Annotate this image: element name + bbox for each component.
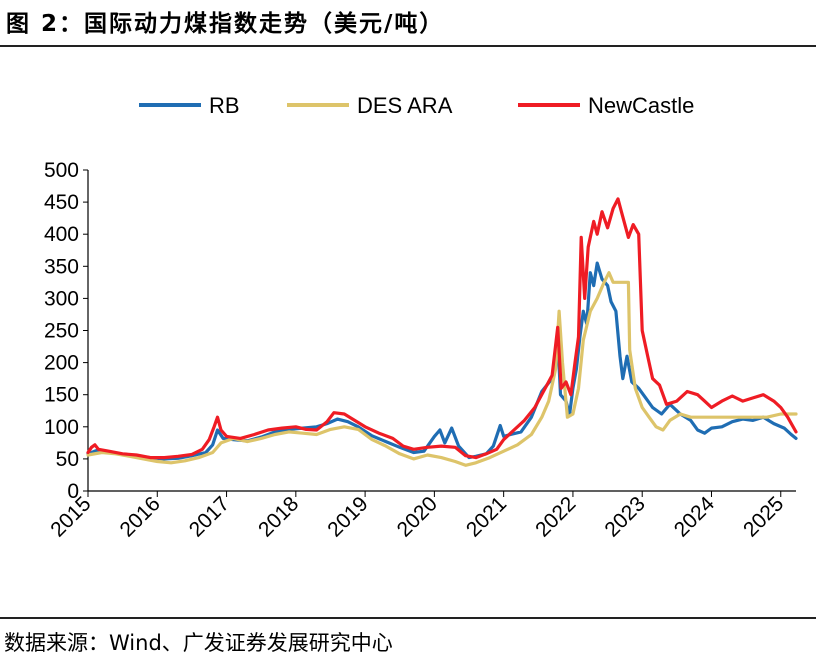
x-tick-label: 2025 — [739, 492, 788, 541]
x-tick-label: 2021 — [462, 492, 511, 541]
y-tick-label: 100 — [44, 416, 79, 439]
y-tick-label: 50 — [56, 448, 79, 471]
x-tick-label: 2016 — [116, 492, 165, 541]
plot-area — [86, 197, 798, 467]
line-chart: RB DES ARA NewCastle 0 50 100 150 200 250 300 350… — [44, 93, 798, 542]
x-tick-label: 2023 — [600, 492, 649, 541]
y-tick-label: 500 — [44, 159, 79, 182]
legend: RB DES ARA NewCastle — [139, 93, 694, 118]
y-tick-label: 450 — [44, 191, 79, 214]
legend-label-newcastle: NewCastle — [588, 93, 694, 118]
y-tick-label: 200 — [44, 352, 79, 375]
legend-label-des-ara: DES ARA — [357, 93, 453, 118]
x-tick-label: 2020 — [393, 492, 442, 541]
figure-title: 图 2：国际动力煤指数走势（美元/吨） — [6, 11, 445, 37]
y-tick-label: 350 — [44, 255, 79, 278]
bottom-rule — [0, 617, 816, 619]
x-tick-label: 2022 — [531, 492, 580, 541]
title-rule — [0, 45, 816, 47]
x-tick-label: 2017 — [185, 492, 234, 541]
x-tick-label: 2018 — [254, 492, 303, 541]
series-line-des-ara — [86, 271, 798, 467]
y-tick-label: 300 — [44, 287, 79, 310]
figure-source: 数据来源：Wind、广发证券发展研究中心 — [4, 631, 393, 655]
series-line-newcastle — [86, 197, 798, 460]
x-tick-label: 2019 — [323, 492, 372, 541]
x-tick-label: 2015 — [46, 492, 95, 541]
legend-label-rb: RB — [209, 93, 240, 118]
y-tick-label: 400 — [44, 223, 79, 246]
y-tick-label: 0 — [67, 480, 79, 503]
y-tick-label: 150 — [44, 384, 79, 407]
x-tick-label: 2024 — [670, 492, 720, 542]
x-axis: 2015 2016 2017 2018 2019 2020 2021 2022 2023 2024… — [46, 490, 796, 542]
series-line-rb — [86, 261, 798, 461]
y-tick-label: 250 — [44, 320, 79, 343]
y-axis: 0 50 100 150 200 250 300 350 400 450 500 — [44, 159, 89, 503]
